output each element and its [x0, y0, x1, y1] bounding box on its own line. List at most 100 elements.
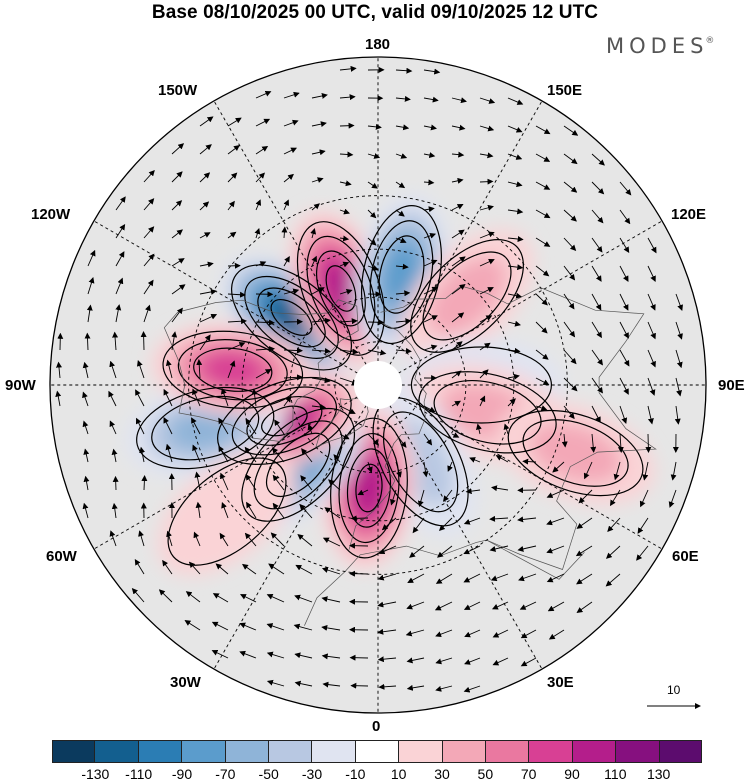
wind-arrow	[647, 237, 657, 254]
wind-arrow	[227, 231, 237, 239]
colorbar-segment	[529, 740, 573, 763]
wind-arrow	[489, 545, 509, 552]
wind-arrow	[576, 573, 593, 585]
wind-arrow	[377, 628, 397, 635]
wind-arrow	[163, 388, 173, 407]
colorbar-segment	[312, 740, 356, 763]
wind-arrow	[435, 629, 453, 638]
wind-arrow	[642, 461, 649, 481]
wind-arrow	[83, 475, 90, 491]
colorbar-tick-label: -50	[258, 766, 279, 782]
wind-arrow	[211, 650, 229, 659]
wind-arrow	[451, 432, 460, 438]
wind-arrow	[507, 398, 516, 407]
wind-arrow	[199, 232, 211, 239]
wind-arrow	[492, 629, 509, 638]
wind-arrow	[395, 181, 406, 189]
wind-arrow	[283, 173, 294, 183]
wind-arrow	[463, 545, 481, 555]
colorbar-tick-label: 30	[434, 766, 450, 782]
wind-arrow	[563, 349, 577, 365]
wind-arrow	[465, 488, 481, 495]
wind-arrow	[171, 307, 183, 323]
wind-arrow	[111, 502, 118, 519]
coastline-5	[380, 285, 657, 570]
wind-arrow	[423, 124, 437, 131]
wind-arrow	[227, 200, 235, 211]
lon-label-90w: 90W	[5, 377, 36, 394]
wind-arrow	[561, 433, 568, 448]
wind-arrow	[464, 657, 481, 665]
wind-arrow	[283, 288, 300, 295]
wind-arrow	[591, 349, 603, 366]
wind-arrow	[507, 373, 520, 380]
wind-arrow	[503, 423, 510, 435]
wind-arrow	[469, 457, 481, 463]
wind-arrow	[395, 290, 411, 297]
wind-arrow	[311, 377, 331, 384]
wind-arrow	[272, 502, 285, 519]
wind-arrow	[328, 479, 341, 491]
coastlines	[163, 285, 657, 626]
wind-arrow	[311, 403, 327, 410]
wind-arrow	[322, 537, 341, 547]
wind-arrow	[423, 433, 433, 446]
wind-arrow	[294, 594, 313, 603]
wind-arrow	[339, 405, 356, 414]
wind-arrow	[166, 530, 173, 547]
wind-arrow	[239, 650, 257, 659]
wind-arrow	[367, 265, 379, 271]
wind-arrow	[350, 515, 369, 522]
wind-arrow	[219, 532, 229, 547]
wind-arrow	[109, 360, 117, 379]
wind-arrow	[535, 237, 551, 247]
wind-arrow	[451, 204, 464, 211]
colorbar-segment	[399, 740, 443, 763]
wind-arrow	[339, 94, 356, 101]
wind-arrow	[491, 601, 509, 610]
colorbar-tick-label: -30	[301, 766, 323, 782]
wind-arrow	[366, 461, 373, 474]
wind-arrow	[111, 448, 118, 463]
wind-arrow	[546, 517, 565, 526]
wind-arrow	[407, 573, 425, 583]
wind-arrow	[82, 361, 89, 379]
wind-arrow	[357, 489, 369, 496]
wind-arrow	[479, 231, 495, 239]
lon-label-30e: 30E	[547, 674, 574, 691]
wind-arrow	[311, 317, 331, 324]
wind-arrow	[395, 95, 411, 102]
wind-arrow	[617, 433, 624, 453]
wind-arrow	[220, 387, 229, 407]
wind-arrow	[563, 125, 579, 136]
wind-arrow	[311, 177, 324, 183]
wind-arrow	[171, 229, 183, 239]
wind-arrow	[563, 153, 578, 165]
wind-arrow	[395, 433, 407, 448]
wind-arrow	[489, 515, 509, 522]
wind-arrow	[339, 261, 350, 268]
wind-arrow	[395, 347, 412, 354]
wind-arrow	[270, 532, 285, 547]
wind-arrow	[463, 517, 481, 525]
wind-arrow	[546, 489, 565, 498]
wind-arrow	[158, 589, 173, 603]
wind-arrow	[255, 346, 275, 353]
wind-arrow	[395, 263, 409, 270]
coastline-2	[163, 299, 359, 442]
wind-arrow	[321, 596, 341, 603]
wind-arrow	[575, 545, 593, 557]
negative-center-5-contours	[241, 407, 356, 522]
wind-arrow	[479, 204, 494, 211]
height-contours	[136, 205, 644, 566]
wind-arrow	[495, 455, 509, 463]
wind-arrow	[507, 347, 521, 354]
wind-arrow	[464, 629, 481, 638]
wind-arrow	[171, 143, 185, 155]
wind-arrow	[255, 319, 275, 326]
wind-arrow	[423, 179, 435, 186]
wind-arrow	[245, 418, 257, 435]
wind-arrow	[171, 284, 186, 295]
wind-arrow	[199, 144, 212, 155]
